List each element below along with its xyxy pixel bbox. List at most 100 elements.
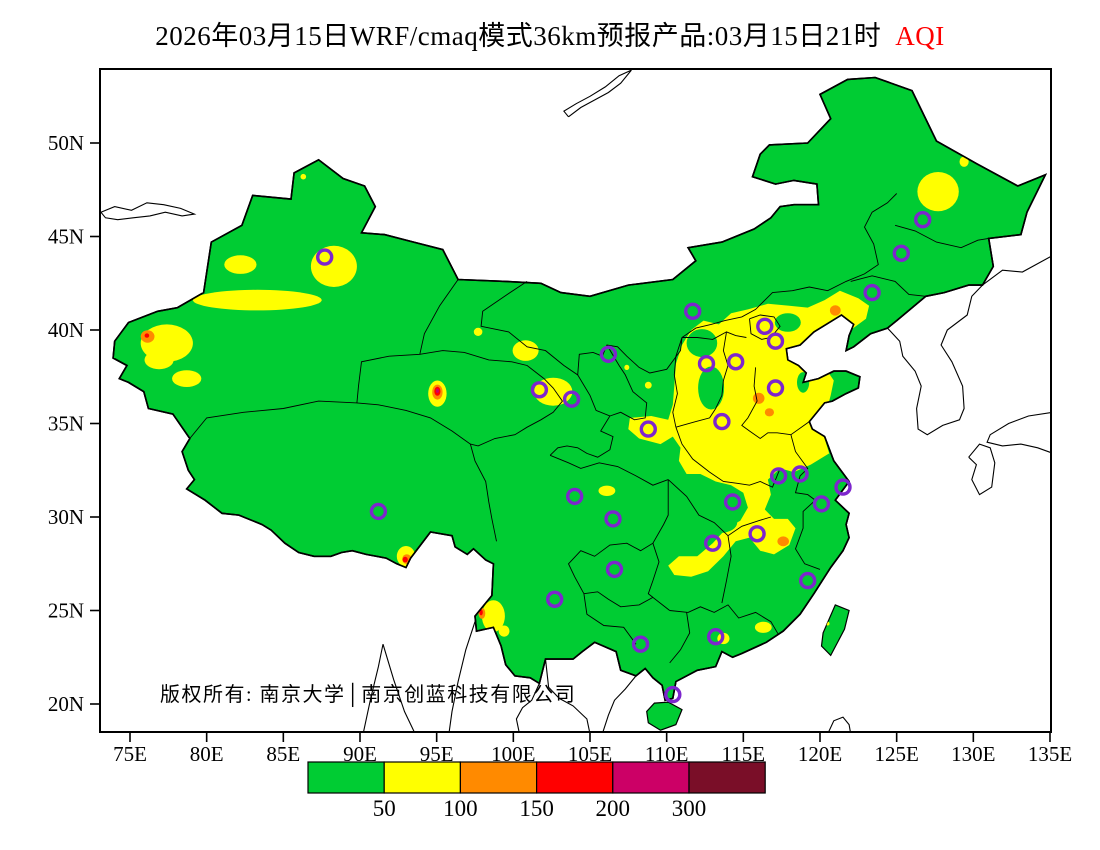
legend-label: 150 [519, 796, 554, 821]
aqi-patch-green [698, 366, 725, 410]
taiwan-island [820, 604, 850, 657]
aqi-patch-yellow [473, 327, 483, 336]
legend-label: 300 [672, 796, 707, 821]
province-boundary [549, 454, 669, 486]
city-marker [530, 381, 549, 399]
aqi-patch-orange [764, 408, 775, 417]
lat-tick-label: 25N [48, 599, 84, 623]
aqi-patch-yellow [310, 245, 357, 287]
province-boundary [480, 193, 898, 376]
city-marker [863, 283, 881, 302]
city-marker [697, 355, 716, 373]
province-boundary [675, 427, 781, 488]
province-boundary [647, 543, 660, 598]
city-marker [604, 510, 622, 528]
lat-tick-label: 50N [48, 131, 84, 155]
lat-tick-label: 40N [48, 318, 84, 342]
map-layers [100, 69, 1051, 732]
city-marker [766, 332, 785, 350]
city-marker [707, 628, 725, 646]
province-boundary [894, 224, 989, 249]
city-marker [791, 465, 809, 483]
neighbor-coastline [968, 443, 996, 496]
legend-label: 100 [443, 796, 478, 821]
lon-tick-label: 125E [875, 742, 919, 766]
neighbor-coastline [515, 683, 540, 732]
city-marker [631, 635, 650, 653]
neighbor-coastline [982, 255, 1051, 286]
neighbor-coastline [986, 412, 1051, 454]
plot-frame [99, 68, 1052, 733]
neighbor-coastline [887, 284, 983, 436]
china-border-outline [112, 76, 1048, 702]
city-marker [639, 420, 657, 438]
province-boundary [567, 479, 669, 594]
province-boundary [606, 344, 648, 421]
neighbor-coastline [827, 716, 851, 732]
city-marker [914, 210, 932, 229]
province-boundary [850, 275, 926, 297]
province-boundary [669, 604, 779, 636]
lon-tick-label: 75E [113, 742, 147, 766]
province-boundary [721, 535, 732, 604]
aqi-patch-yellow [624, 364, 630, 370]
city-marker [756, 317, 774, 335]
city-marker [546, 590, 564, 608]
city-marker [892, 244, 910, 263]
province-boundary [682, 331, 747, 340]
city-marker [316, 248, 334, 266]
city-marker [748, 525, 766, 543]
city-marker [769, 467, 788, 485]
page-title: 2026年03月15日WRF/cmaq模式36km预报产品:03月15日21时 A… [0, 14, 1100, 53]
aqi-patch-yellow [192, 289, 322, 311]
province-boundary [672, 337, 683, 428]
province-boundary [189, 279, 459, 439]
aqi-patch-yellow [144, 350, 174, 370]
lon-tick-label: 80E [190, 742, 224, 766]
province-boundary [749, 314, 781, 340]
city-marker [369, 502, 388, 521]
city-marker [723, 493, 742, 511]
province-boundary [419, 350, 563, 447]
aqi-patch-yellow [498, 625, 510, 637]
neighbor-coastline [544, 659, 591, 732]
city-marker [812, 495, 831, 513]
lon-tick-label: 130E [951, 742, 995, 766]
lat-tick-label: 30N [48, 505, 84, 529]
city-marker [713, 412, 731, 431]
aqi-patch-yellow [512, 340, 539, 361]
neighbor-coastline [448, 621, 476, 732]
province-boundary [675, 331, 729, 428]
lat-tick-label: 35N [48, 412, 84, 436]
china-landmass [112, 76, 1048, 702]
aqi-patch-yellow [917, 172, 959, 212]
city-marker [834, 478, 852, 496]
lon-tick-label: 135E [1028, 742, 1072, 766]
aqi-patch-green [774, 313, 801, 332]
legend-swatch [535, 761, 614, 794]
neighbor-coastline [362, 644, 415, 732]
province-boundary [741, 367, 810, 440]
aqi-patch-orange [752, 392, 765, 404]
lat-tick-label: 45N [48, 225, 84, 249]
legend-label: 50 [373, 796, 396, 821]
aqi-patch-orange [777, 536, 789, 547]
city-marker [562, 390, 581, 408]
aqi-patch-yellow [224, 255, 257, 274]
title-pollutant-label: AQI [895, 21, 945, 51]
aqi-patch-yellow [598, 485, 616, 496]
province-boundary [795, 499, 821, 570]
copyright-text: 版权所有: 南京大学│南京创蓝科技有限公司 [160, 684, 577, 706]
city-marker [704, 534, 722, 552]
legend-swatch [612, 761, 690, 794]
city-marker [684, 302, 702, 320]
lon-tick-label: 120E [798, 742, 842, 766]
city-marker [599, 345, 618, 363]
legend-swatch [459, 761, 538, 794]
province-boundary [549, 374, 614, 458]
neighbor-coastline [100, 202, 197, 221]
aqi-patch-yellow [300, 173, 307, 180]
legend-swatch [307, 761, 385, 794]
